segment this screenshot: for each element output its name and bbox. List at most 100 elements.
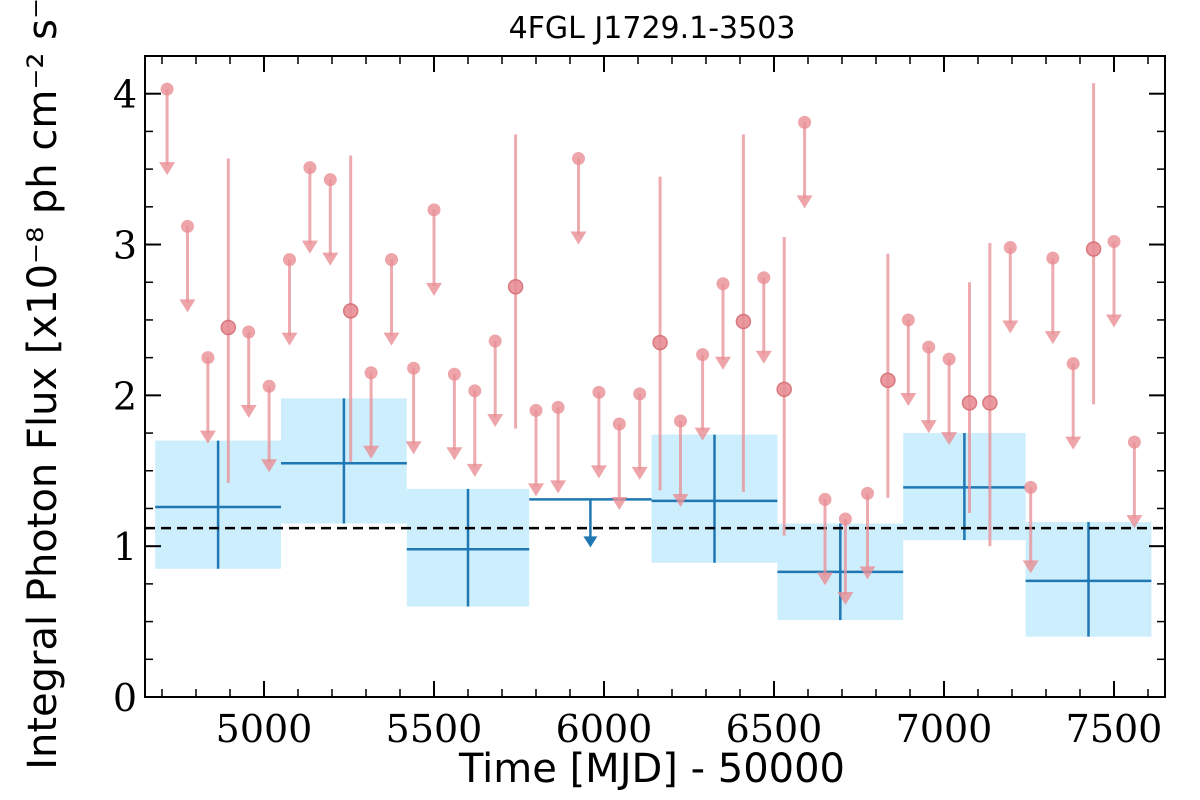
ul-point-23	[633, 387, 647, 401]
y-tick-label-4: 4	[113, 73, 137, 117]
detection-point-35	[880, 372, 896, 389]
ul-point-19	[551, 400, 565, 414]
ul-arrow-1	[179, 299, 196, 313]
ul-point-33	[838, 512, 852, 526]
bin-upper-limit-arrow-3	[583, 536, 598, 548]
ul-point-38	[942, 352, 956, 366]
ul-point-31	[798, 115, 812, 129]
ul-arrow-2	[199, 430, 216, 444]
ul-arrow-23	[631, 466, 648, 480]
plot-background	[145, 56, 1165, 697]
ul-arrow-4	[240, 405, 257, 419]
y-tick-label-3: 3	[113, 224, 137, 268]
ul-arrow-12	[405, 441, 422, 455]
detection-point-9	[342, 303, 359, 319]
ul-arrow-29	[755, 350, 772, 364]
ul-point-25	[674, 414, 687, 428]
ul-point-47	[1127, 435, 1141, 449]
ul-point-10	[364, 366, 378, 380]
ul-arrow-0	[159, 162, 176, 176]
ul-point-6	[283, 253, 296, 267]
ul-arrow-36	[900, 392, 917, 406]
x-tick-label-3: 6500	[726, 707, 823, 751]
detection-point-3	[220, 319, 237, 336]
ul-point-13	[427, 203, 441, 217]
ul-point-41	[1003, 241, 1017, 255]
ul-point-20	[572, 152, 585, 166]
ul-arrow-26	[694, 427, 711, 441]
ul-point-22	[612, 417, 626, 431]
ul-point-37	[922, 340, 936, 354]
detection-point-30	[776, 381, 792, 398]
x-tick-label-2: 6000	[556, 707, 653, 751]
ul-arrow-38	[941, 432, 958, 446]
chart-title: 4FGL J1729.1-3503	[509, 11, 796, 46]
ul-point-46	[1107, 235, 1121, 249]
ul-point-0	[160, 82, 174, 96]
ul-arrow-34	[859, 566, 876, 580]
ul-arrow-15	[466, 463, 483, 477]
ul-point-29	[757, 271, 771, 285]
detection-point-45	[1085, 241, 1102, 257]
ul-arrow-6	[281, 332, 298, 346]
y-axis-label: Integral Photon Flux [x10⁻⁸ ph cm⁻² s⁻¹]	[20, 0, 66, 770]
binned-series	[155, 398, 1152, 637]
ul-arrow-21	[590, 465, 607, 479]
ul-arrow-27	[715, 356, 731, 370]
ul-arrow-47	[1126, 515, 1143, 529]
ul-point-44	[1066, 357, 1080, 371]
ul-arrow-5	[261, 459, 278, 473]
detection-point-39	[961, 395, 978, 411]
y-tick-label-2: 2	[113, 374, 137, 418]
ul-arrow-31	[796, 195, 813, 209]
fine-series	[159, 82, 1143, 606]
ul-point-26	[696, 348, 710, 362]
ul-point-12	[407, 361, 421, 375]
x-tick-label-4: 7000	[896, 707, 993, 751]
ul-point-34	[861, 486, 874, 500]
ul-arrow-13	[426, 282, 442, 296]
ul-arrow-11	[383, 332, 400, 346]
plot-frame	[144, 55, 1166, 698]
y-tick-label-1: 1	[113, 525, 137, 569]
ul-arrow-10	[363, 445, 380, 459]
y-tick-label-0: 0	[113, 676, 137, 720]
ul-point-5	[262, 379, 276, 393]
ul-arrow-18	[528, 483, 544, 497]
x-tick-label-1: 5500	[386, 707, 483, 751]
ul-point-21	[592, 385, 606, 399]
ul-arrow-46	[1106, 314, 1122, 328]
ul-arrow-16	[487, 414, 504, 428]
ul-point-32	[818, 492, 832, 506]
ul-arrow-44	[1065, 436, 1082, 450]
ul-arrow-33	[837, 592, 854, 606]
plot-area	[145, 56, 1165, 697]
ul-point-2	[201, 351, 215, 365]
ul-point-4	[242, 325, 256, 339]
detection-point-28	[735, 313, 752, 330]
ul-point-42	[1024, 480, 1038, 494]
ul-point-27	[716, 277, 730, 291]
ul-arrow-14	[446, 447, 463, 461]
ul-point-15	[468, 384, 482, 398]
ul-arrow-7	[301, 240, 318, 254]
detection-point-40	[982, 395, 998, 411]
ul-arrow-22	[611, 497, 628, 511]
ul-arrow-32	[817, 572, 833, 586]
ul-arrow-19	[550, 480, 567, 494]
x-axis-label: Time [MJD] - 50000	[458, 746, 845, 792]
x-tick-label-0: 5000	[216, 707, 313, 751]
ul-arrow-8	[322, 252, 339, 266]
ul-arrow-37	[920, 420, 937, 434]
ul-point-36	[901, 313, 915, 327]
ul-point-14	[447, 367, 461, 381]
ul-point-18	[529, 403, 543, 417]
ul-point-11	[385, 253, 398, 267]
detection-point-17	[507, 279, 524, 295]
ul-point-8	[323, 173, 337, 187]
axes: 5000 5500 6000 6500 7000 7500 0 1 2 3 4	[113, 55, 1166, 751]
ul-arrow-25	[672, 493, 689, 507]
ul-point-16	[488, 334, 502, 348]
ul-point-43	[1046, 251, 1060, 265]
